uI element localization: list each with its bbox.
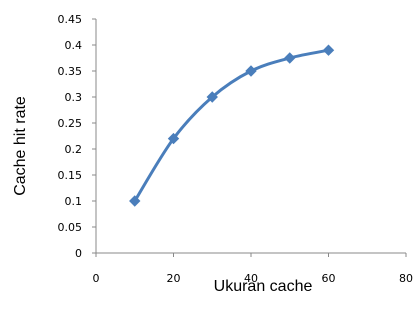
x-tick-label: 60 xyxy=(322,272,336,285)
y-tick-label: 0.05 xyxy=(58,221,83,234)
y-tick-label: 0 xyxy=(75,247,82,260)
y-axis-ticks: 0 0.05 0.1 0.15 0.2 0.25 0.3 0.35 0.4 0.45 xyxy=(58,13,96,260)
data-point-marker xyxy=(206,91,218,103)
series-group xyxy=(129,44,335,207)
y-tick-label: 0.25 xyxy=(58,117,83,130)
y-tick-label: 0.3 xyxy=(65,91,83,104)
y-tick-label: 0.2 xyxy=(65,143,83,156)
x-tick-label: 0 xyxy=(93,272,100,285)
y-axis-title: Cache hit rate xyxy=(12,96,29,196)
x-tick-label: 80 xyxy=(399,272,413,285)
series-line xyxy=(133,48,330,203)
y-tick-label: 0.35 xyxy=(58,65,83,78)
x-axis-ticks: 0 20 40 60 80 xyxy=(93,253,413,285)
x-tick-label: 20 xyxy=(167,272,181,285)
x-axis-title: Ukuran cache xyxy=(214,278,313,295)
data-point-marker xyxy=(167,132,180,145)
y-tick-label: 0.45 xyxy=(58,13,83,26)
y-tick-label: 0.1 xyxy=(65,195,83,208)
data-point-marker xyxy=(129,195,141,207)
data-point-marker xyxy=(322,44,335,56)
data-point-marker xyxy=(284,52,296,64)
data-point-marker xyxy=(245,65,257,77)
y-tick-label: 0.15 xyxy=(58,169,83,182)
x-tick-label: 40 xyxy=(244,272,258,285)
y-tick-label: 0.4 xyxy=(65,39,83,52)
